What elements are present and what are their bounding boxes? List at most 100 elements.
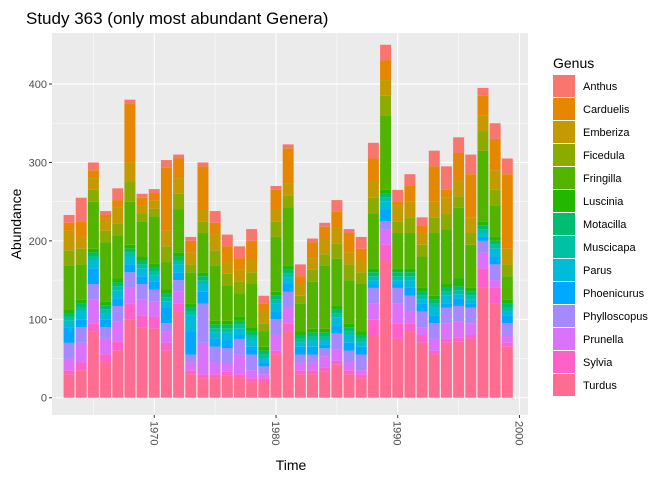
bar-segment — [453, 137, 465, 154]
bar-segment — [282, 273, 294, 278]
legend-title: Genus — [553, 55, 594, 71]
bar-segment — [453, 294, 465, 299]
bar-segment — [63, 320, 75, 328]
bar-segment — [367, 268, 379, 273]
bar-segment — [197, 342, 209, 375]
chart-title: Study 363 (only most abundant Genera) — [26, 9, 328, 28]
bar-segment — [355, 260, 367, 273]
bar-segment — [307, 332, 318, 337]
bar-segment — [294, 374, 306, 398]
bar-segment — [185, 236, 197, 241]
bar-segment — [185, 370, 197, 375]
bar-segment — [307, 328, 318, 333]
bar-segment — [319, 222, 331, 227]
bar-segment — [380, 189, 392, 194]
bar-segment — [307, 258, 318, 270]
legend-key — [553, 75, 575, 97]
bar-segment — [428, 315, 440, 324]
bar-segment — [416, 244, 428, 257]
bar-segment — [112, 286, 124, 291]
bar-segment — [294, 295, 306, 304]
bar-segment — [380, 80, 392, 96]
bar-segment — [148, 328, 160, 398]
bar-segment — [124, 244, 136, 249]
bar-segment — [75, 299, 87, 304]
bar-segment — [100, 327, 112, 339]
x-tick-label: 1980 — [269, 421, 281, 445]
bar-segment — [246, 327, 258, 332]
bar-segment — [307, 238, 318, 243]
bar-segment — [428, 338, 440, 351]
bar-segment — [75, 362, 87, 371]
bar-segment — [258, 366, 270, 375]
bar-segment — [160, 230, 172, 247]
bar-segment — [87, 201, 99, 249]
bar-segment — [246, 382, 258, 398]
bar-segment — [221, 375, 233, 398]
bar-segment — [136, 268, 148, 277]
bar-segment — [258, 295, 270, 304]
bar-segment — [100, 242, 112, 302]
bar-segment — [148, 301, 160, 317]
bar-segment — [477, 252, 489, 269]
bar-segment — [404, 323, 416, 332]
bar-segment — [75, 197, 87, 222]
x-axis-title: Time — [276, 457, 307, 473]
bar-segment — [319, 226, 331, 239]
bar-segment — [294, 354, 306, 363]
bar-segment — [355, 284, 367, 332]
bar-segment — [209, 234, 221, 251]
bar-segment — [343, 362, 355, 371]
bar-segment — [319, 238, 331, 255]
bar-segment — [477, 236, 489, 241]
bar-segment — [489, 236, 501, 241]
bar-segment — [465, 233, 477, 245]
bar-segment — [270, 189, 282, 210]
bar-segment — [294, 338, 306, 343]
bar-segment — [331, 317, 343, 326]
bar-segment — [75, 264, 87, 300]
bar-segment — [258, 362, 270, 367]
bar-segment — [489, 240, 501, 245]
bar-segment — [124, 162, 136, 183]
legend-key — [553, 259, 575, 281]
bar-segment — [63, 265, 75, 310]
bar-segment — [416, 291, 428, 296]
bar-segment — [355, 334, 367, 339]
bar-segment — [501, 174, 513, 249]
bar-segment — [453, 196, 465, 208]
bar-segment — [270, 236, 282, 292]
bar-segment — [319, 344, 331, 349]
bar-segment — [112, 350, 124, 398]
bar-segment — [453, 321, 465, 338]
bar-segment — [160, 301, 172, 308]
bar-segment — [87, 189, 99, 202]
y-tick-label: 200 — [29, 236, 47, 248]
bar-segment — [380, 193, 392, 198]
bar-segment — [136, 276, 148, 284]
bar-segment — [221, 348, 233, 365]
bar-segment — [453, 305, 465, 322]
bar-segment — [428, 217, 440, 234]
bar-segment — [319, 348, 331, 357]
bar-segment — [501, 158, 513, 175]
bar-segment — [489, 170, 501, 190]
bar-segment — [489, 280, 501, 288]
bar-segment — [477, 229, 489, 234]
bar-segment — [294, 370, 306, 375]
bar-segment — [453, 286, 465, 291]
bar-segment — [136, 213, 148, 222]
bar-segment — [246, 346, 258, 355]
bar-segment — [234, 324, 245, 329]
y-axis-title: Abundance — [8, 188, 24, 259]
bar-segment — [63, 313, 75, 317]
bar-segment — [404, 311, 416, 324]
bar-segment — [209, 338, 221, 347]
bar-segment — [234, 334, 245, 339]
legend-key — [553, 98, 575, 120]
bar-segment — [416, 327, 428, 335]
legend-key — [553, 190, 575, 212]
bar-segment — [160, 293, 172, 298]
bar-segment — [440, 284, 452, 288]
legend-label: Parus — [583, 265, 612, 277]
